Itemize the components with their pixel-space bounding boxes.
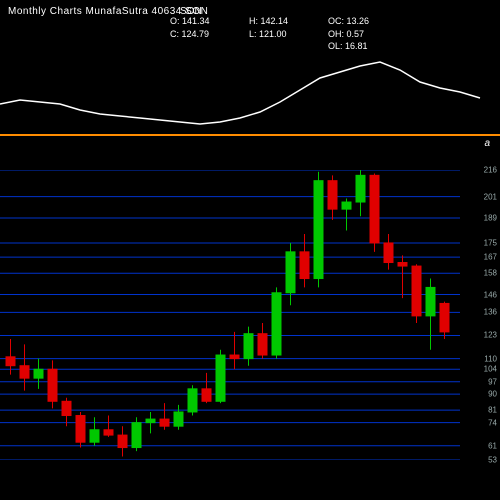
y-tick-label: 146 (484, 290, 497, 299)
cursor-mark-icon: a (484, 138, 490, 149)
y-tick-label: 167 (484, 253, 497, 262)
y-tick-label: 81 (488, 406, 497, 415)
y-tick-label: 104 (484, 365, 497, 374)
y-tick-label: 201 (484, 192, 497, 201)
y-tick-label: 189 (484, 214, 497, 223)
ohlc-high: H: 142.14 (249, 15, 304, 28)
ohlc-low: L: 121.00 (249, 28, 304, 41)
upper-indicator-panel (0, 42, 500, 134)
y-tick-label: 216 (484, 166, 497, 175)
panel-separator (0, 134, 500, 136)
upper-line-chart (0, 42, 500, 134)
y-tick-label: 61 (488, 441, 497, 450)
candlestick-panel[interactable] (0, 170, 460, 460)
ohlc-open: O: 141.34 (170, 15, 225, 28)
candlestick-svg (0, 170, 460, 460)
y-axis-labels: 2162011891751671581461361231101049790817… (462, 170, 497, 460)
y-tick-label: 136 (484, 308, 497, 317)
gridlines (0, 170, 460, 460)
y-tick-label: 74 (488, 418, 497, 427)
y-tick-label: 158 (484, 269, 497, 278)
y-tick-label: 175 (484, 238, 497, 247)
y-tick-label: 123 (484, 331, 497, 340)
y-tick-label: 110 (484, 354, 497, 363)
candles-group (6, 170, 449, 456)
ohlc-oc: OC: 13.26 (328, 15, 383, 28)
y-tick-label: 97 (488, 377, 497, 386)
y-tick-label: 53 (488, 456, 497, 465)
y-tick-label: 90 (488, 390, 497, 399)
ohlc-oh: OH: 0.57 (328, 28, 383, 41)
ohlc-close: C: 124.79 (170, 28, 225, 41)
